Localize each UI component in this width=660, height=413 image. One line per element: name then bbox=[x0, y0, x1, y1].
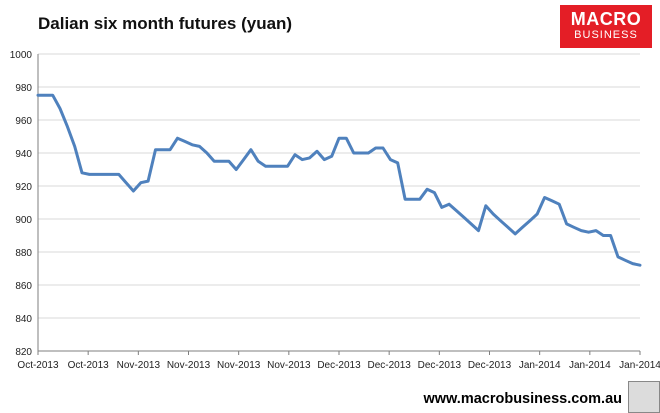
x-tick-label: Dec-2013 bbox=[418, 360, 462, 371]
y-tick-label: 840 bbox=[15, 314, 32, 325]
y-tick-label: 900 bbox=[15, 215, 32, 226]
macrobusiness-logo: MACRO BUSINESS bbox=[560, 5, 652, 48]
y-tick-label: 920 bbox=[15, 182, 32, 193]
series-lines bbox=[36, 93, 642, 267]
x-tick-label: Jan-2014 bbox=[519, 360, 561, 371]
x-tick-label: Nov-2013 bbox=[217, 360, 261, 371]
x-axis-tick-labels: Oct-2013 Oct-2013 Nov-2013 Nov-2013 Nov-2013… bbox=[17, 360, 660, 371]
y-tick-label: 860 bbox=[15, 281, 32, 292]
y-tick-label: 980 bbox=[15, 83, 32, 94]
x-tick-label: Dec-2013 bbox=[317, 360, 361, 371]
y-tick-label: 820 bbox=[15, 347, 32, 358]
x-tick-label: Oct-2013 bbox=[68, 360, 110, 371]
x-axis bbox=[37, 54, 641, 355]
series-line bbox=[36, 93, 642, 267]
logo-line-2: BUSINESS bbox=[574, 29, 638, 41]
x-tick-label: Jan-2014 bbox=[619, 360, 660, 371]
x-tick-label: Nov-2013 bbox=[267, 360, 311, 371]
chart-title: Dalian six month futures (yuan) bbox=[38, 14, 293, 33]
y-tick-label: 880 bbox=[15, 248, 32, 259]
y-tick-label: 940 bbox=[15, 149, 32, 160]
x-tick-label: Jan-2014 bbox=[569, 360, 611, 371]
logo-line-1: MACRO bbox=[570, 9, 642, 29]
x-tick-label: Oct-2013 bbox=[17, 360, 59, 371]
y-axis-tick-labels: 820 840 860 880 900 920 940 960 980 1000 bbox=[10, 50, 33, 358]
wolf-logo-icon bbox=[628, 381, 660, 413]
x-tick-label: Dec-2013 bbox=[367, 360, 411, 371]
gridlines bbox=[38, 53, 640, 352]
y-tick-label: 1000 bbox=[10, 50, 33, 61]
website-url[interactable]: www.macrobusiness.com.au bbox=[423, 391, 623, 407]
x-tick-label: Nov-2013 bbox=[167, 360, 211, 371]
x-tick-label: Dec-2013 bbox=[468, 360, 512, 371]
y-tick-label: 960 bbox=[15, 116, 32, 127]
x-tick-label: Nov-2013 bbox=[117, 360, 161, 371]
